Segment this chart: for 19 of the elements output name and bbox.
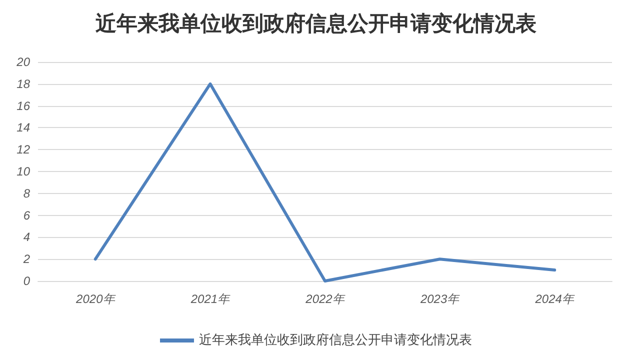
y-tick-label: 12 <box>16 142 30 157</box>
x-tick-label: 2022年 <box>304 292 346 306</box>
x-tick-label: 2021年 <box>190 292 231 306</box>
y-tick-label: 16 <box>16 98 30 113</box>
y-tick-label: 20 <box>16 55 30 69</box>
x-tick-label: 2024年 <box>534 292 575 306</box>
y-tick-label: 0 <box>23 274 30 288</box>
y-tick-label: 10 <box>16 164 30 178</box>
y-tick-label: 18 <box>16 76 30 91</box>
y-tick-label: 14 <box>16 120 30 135</box>
y-tick-label: 8 <box>23 186 30 200</box>
x-tick-label: 2023年 <box>419 292 460 306</box>
y-tick-label: 2 <box>22 252 30 266</box>
legend-label: 近年来我单位收到政府信息公开申请变化情况表 <box>199 332 472 348</box>
y-tick-label: 4 <box>23 230 30 244</box>
x-tick-label: 2020年 <box>75 292 116 306</box>
chart-title: 近年来我单位收到政府信息公开申请变化情况表 <box>94 12 536 36</box>
y-tick-label: 6 <box>23 208 30 222</box>
line-series <box>94 82 556 282</box>
